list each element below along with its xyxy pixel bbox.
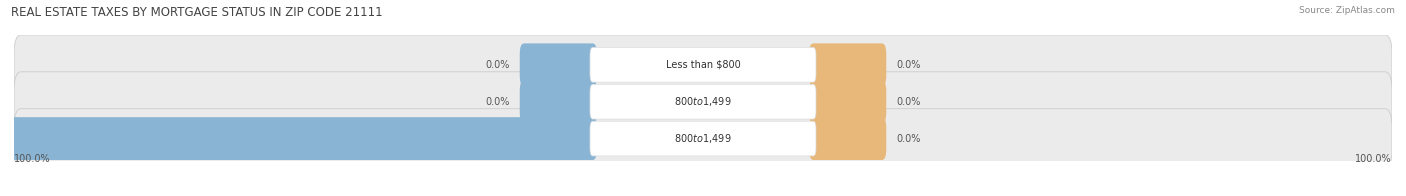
FancyBboxPatch shape bbox=[10, 117, 598, 160]
Text: Source: ZipAtlas.com: Source: ZipAtlas.com bbox=[1299, 6, 1395, 15]
FancyBboxPatch shape bbox=[808, 80, 886, 123]
FancyBboxPatch shape bbox=[808, 117, 886, 160]
Text: 0.0%: 0.0% bbox=[896, 97, 921, 107]
Text: 0.0%: 0.0% bbox=[485, 60, 510, 70]
Text: 0.0%: 0.0% bbox=[896, 60, 921, 70]
Text: Less than $800: Less than $800 bbox=[665, 60, 741, 70]
FancyBboxPatch shape bbox=[520, 43, 598, 86]
Text: $800 to $1,499: $800 to $1,499 bbox=[675, 132, 731, 145]
FancyBboxPatch shape bbox=[591, 47, 815, 82]
FancyBboxPatch shape bbox=[591, 84, 815, 119]
Text: 0.0%: 0.0% bbox=[485, 97, 510, 107]
FancyBboxPatch shape bbox=[14, 109, 1392, 169]
FancyBboxPatch shape bbox=[14, 72, 1392, 132]
Text: $800 to $1,499: $800 to $1,499 bbox=[675, 95, 731, 108]
Text: 100.0%: 100.0% bbox=[1355, 154, 1392, 164]
Text: 100.0%: 100.0% bbox=[14, 154, 51, 164]
FancyBboxPatch shape bbox=[520, 80, 598, 123]
Text: REAL ESTATE TAXES BY MORTGAGE STATUS IN ZIP CODE 21111: REAL ESTATE TAXES BY MORTGAGE STATUS IN … bbox=[11, 6, 382, 19]
FancyBboxPatch shape bbox=[808, 43, 886, 86]
Text: 0.0%: 0.0% bbox=[896, 134, 921, 144]
FancyBboxPatch shape bbox=[591, 121, 815, 156]
FancyBboxPatch shape bbox=[14, 35, 1392, 95]
